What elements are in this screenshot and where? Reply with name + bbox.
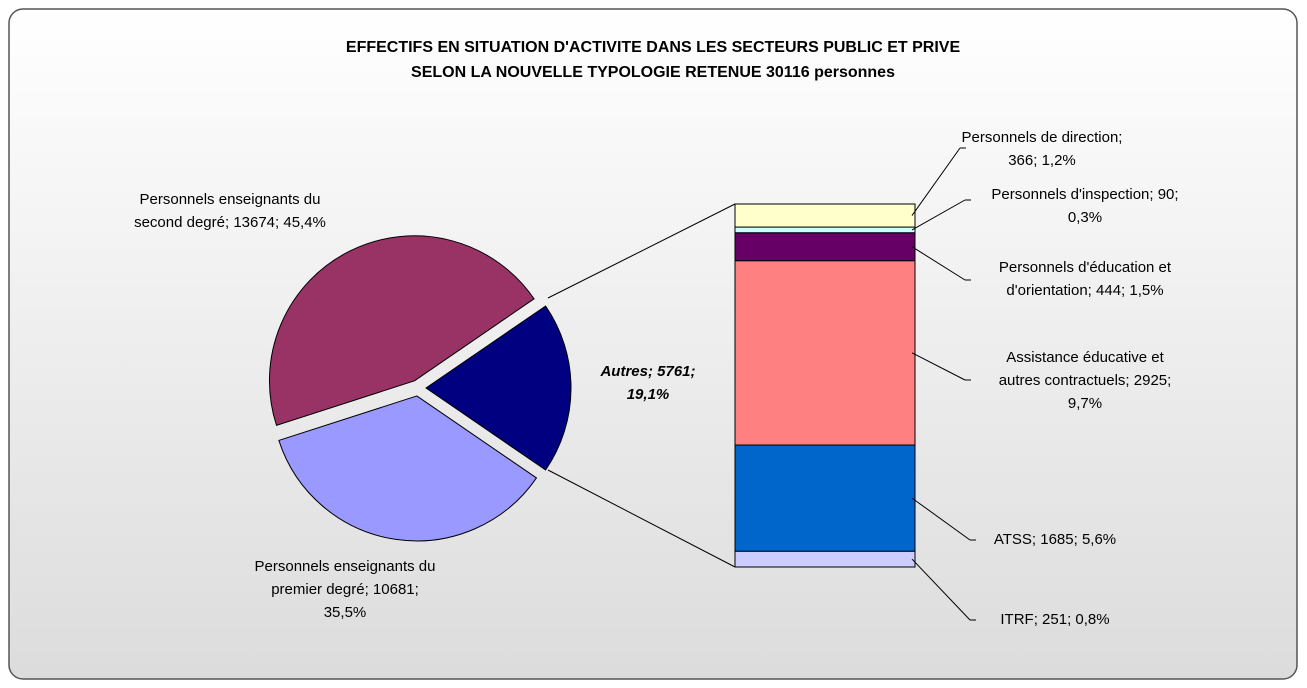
chart-title: SELON LA NOUVELLE TYPOLOGIE RETENUE 3011… bbox=[411, 64, 895, 81]
data-label: 19,1% bbox=[627, 386, 670, 403]
leader-line bbox=[911, 147, 961, 216]
data-label: Personnels enseignants du bbox=[140, 191, 321, 208]
leader-line bbox=[911, 558, 971, 621]
data-label: 35,5% bbox=[324, 604, 367, 621]
bar-segment bbox=[734, 203, 916, 228]
data-label: ATSS; 1685; 5,6% bbox=[994, 531, 1116, 548]
bar-segment bbox=[734, 232, 916, 262]
leader-line bbox=[911, 497, 971, 541]
data-label: Personnels enseignants du bbox=[255, 558, 436, 575]
data-label: 0,3% bbox=[1068, 209, 1102, 226]
data-label: second degré; 13674; 45,4% bbox=[134, 214, 326, 231]
bar-segment bbox=[734, 550, 916, 568]
data-label: d'orientation; 444; 1,5% bbox=[1006, 282, 1163, 299]
leader-line bbox=[911, 352, 966, 381]
chart-title: EFFECTIFS EN SITUATION D'ACTIVITE DANS L… bbox=[346, 39, 961, 56]
bar-segment bbox=[734, 444, 916, 552]
chart-frame bbox=[8, 8, 1298, 680]
data-label: autres contractuels; 2925; bbox=[999, 372, 1172, 389]
pie-slice bbox=[278, 395, 538, 542]
data-label: Personnels d'inspection; 90; bbox=[991, 186, 1178, 203]
data-label: ITRF; 251; 0,8% bbox=[1000, 611, 1109, 628]
connector bbox=[547, 469, 736, 568]
leader-line bbox=[911, 246, 966, 281]
leader-line bbox=[911, 199, 966, 231]
pie-slice bbox=[425, 305, 572, 471]
bar-segment bbox=[734, 260, 916, 446]
data-label: 9,7% bbox=[1068, 395, 1102, 412]
data-label: Assistance éducative et bbox=[1006, 349, 1164, 366]
bar-segment bbox=[734, 226, 916, 234]
data-label: Personnels d'éducation et bbox=[999, 259, 1172, 276]
data-label: 366; 1,2% bbox=[1008, 152, 1076, 169]
data-label: Autres; 5761; bbox=[599, 363, 695, 380]
pie-slice bbox=[269, 235, 535, 426]
data-label: premier degré; 10681; bbox=[271, 581, 419, 598]
data-label: Personnels de direction; bbox=[962, 129, 1123, 146]
connector bbox=[547, 203, 736, 299]
